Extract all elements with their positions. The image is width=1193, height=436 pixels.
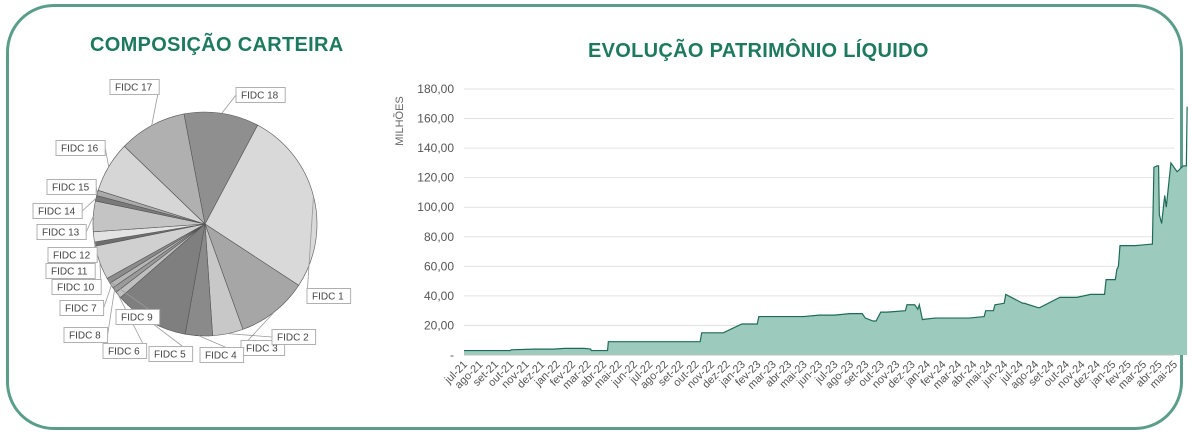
pie-label-fidc-5: FIDC 5 — [154, 350, 186, 361]
pie-leader-line — [306, 196, 314, 297]
pie-label-fidc-8: FIDC 8 — [69, 331, 101, 342]
pie-leader-line — [104, 147, 110, 167]
pie-chart — [92, 111, 318, 337]
pie-label-fidc-15: FIDC 15 — [52, 183, 90, 194]
pie-label-fidc-10: FIDC 10 — [57, 283, 95, 294]
pie-label-box — [306, 288, 352, 304]
pie-label-fidc-7: FIDC 7 — [65, 304, 97, 315]
pie-label-fidc-11: FIDC 11 — [51, 267, 88, 278]
pie-label-fidc-2: FIDC 2 — [277, 333, 309, 344]
pie-label-fidc-3: FIDC 3 — [246, 344, 278, 355]
y-axis-label: MILHÕES — [393, 96, 406, 146]
pie-label-fidc-17: FIDC 17 — [115, 83, 153, 94]
pie-label-box — [55, 140, 106, 156]
pie-leader-line — [221, 94, 237, 114]
y-tick-label: 60,00 — [424, 259, 454, 273]
pie-leader-line — [85, 216, 94, 233]
y-tick-label: 40,00 — [424, 289, 454, 303]
pie-label-box — [63, 327, 109, 343]
pie-leader-line — [103, 285, 112, 309]
pie-label-box — [51, 279, 102, 295]
y-tick-label: 140,00 — [417, 141, 454, 155]
pie-label-fidc-14: FIDC 14 — [38, 207, 76, 218]
y-tick-label: 120,00 — [417, 171, 454, 185]
y-tick-label: 180,00 — [417, 82, 454, 96]
pie-label-fidc-4: FIDC 4 — [205, 351, 237, 362]
y-tick-label: 80,00 — [424, 230, 454, 244]
pie-slice-fidc-18 — [183, 111, 258, 225]
area-chart: - 20,00 40,00 60,00 80,00 100,00 120,00 140,00 1… — [393, 82, 1188, 392]
pie-label-fidc-18: FIDC 18 — [241, 91, 279, 102]
pie-label-box — [102, 343, 148, 359]
pie-chart-title: COMPOSIÇÃO CARTEIRA — [90, 34, 344, 56]
pie-label-box — [199, 347, 245, 363]
pie-label-box — [45, 263, 96, 279]
pie-label-box — [46, 179, 97, 195]
pie-label-box — [59, 300, 105, 316]
pie-label-box — [36, 224, 87, 240]
pie-label-fidc-13: FIDC 13 — [42, 228, 80, 239]
pie-label-box — [32, 203, 83, 219]
y-tick-label: 160,00 — [417, 112, 454, 126]
pie-label-box — [271, 329, 317, 345]
pie-label-fidc-16: FIDC 16 — [61, 144, 99, 155]
y-tick-label: - — [450, 348, 454, 362]
area-series-line — [464, 106, 1188, 352]
pie-slice-fidc-3 — [204, 223, 300, 330]
pie-leader-line — [227, 333, 273, 338]
pie-label-fidc-1: FIDC 1 — [312, 292, 344, 303]
pie-leader-line — [107, 289, 115, 336]
area-chart-title: EVOLUÇÃO PATRIMÔNIO LÍQUIDO — [588, 40, 929, 62]
pie-leader-line — [81, 198, 97, 212]
y-tick-label: 100,00 — [417, 200, 454, 214]
pie-label-box — [109, 79, 160, 95]
area-series-fill — [464, 106, 1188, 355]
pie-label-fidc-9: FIDC 9 — [121, 313, 153, 324]
pie-label-box — [115, 309, 161, 325]
y-tick-label: 20,00 — [424, 318, 454, 332]
pie-label-box — [47, 247, 98, 263]
pie-label-box — [148, 346, 194, 362]
pie-label-fidc-6: FIDC 6 — [108, 347, 140, 358]
pie-label-box — [235, 87, 286, 103]
pie-label-fidc-12: FIDC 12 — [53, 251, 91, 262]
